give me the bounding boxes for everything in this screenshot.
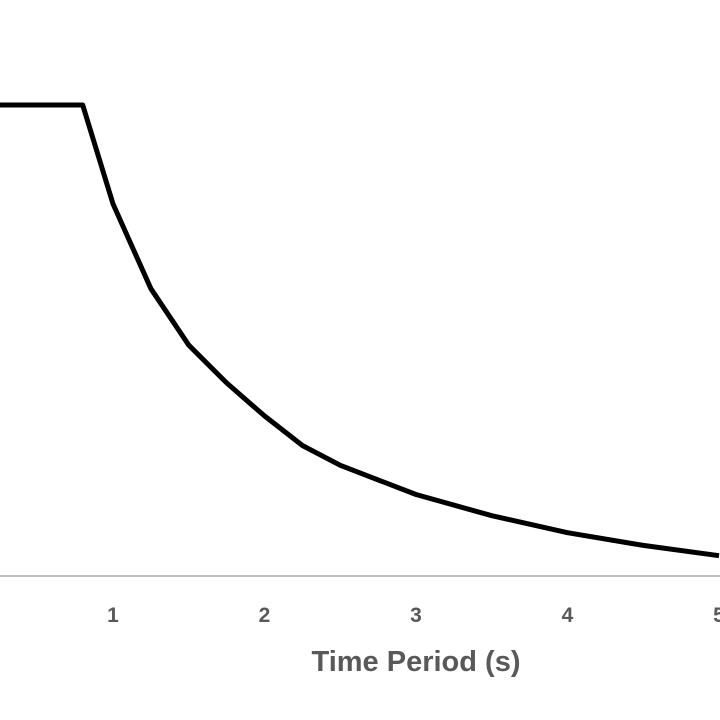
x-axis-title: Time Period (s) [312,646,521,678]
x-tick-labels: 1 2 3 4 5 [107,604,720,627]
x-tick-label: 3 [410,604,422,627]
x-tick-label: 5 [713,604,720,627]
x-tick-label: 1 [107,604,119,627]
x-tick-label: 2 [259,604,271,627]
x-tick-label: 4 [562,604,574,627]
series-line [0,102,720,559]
